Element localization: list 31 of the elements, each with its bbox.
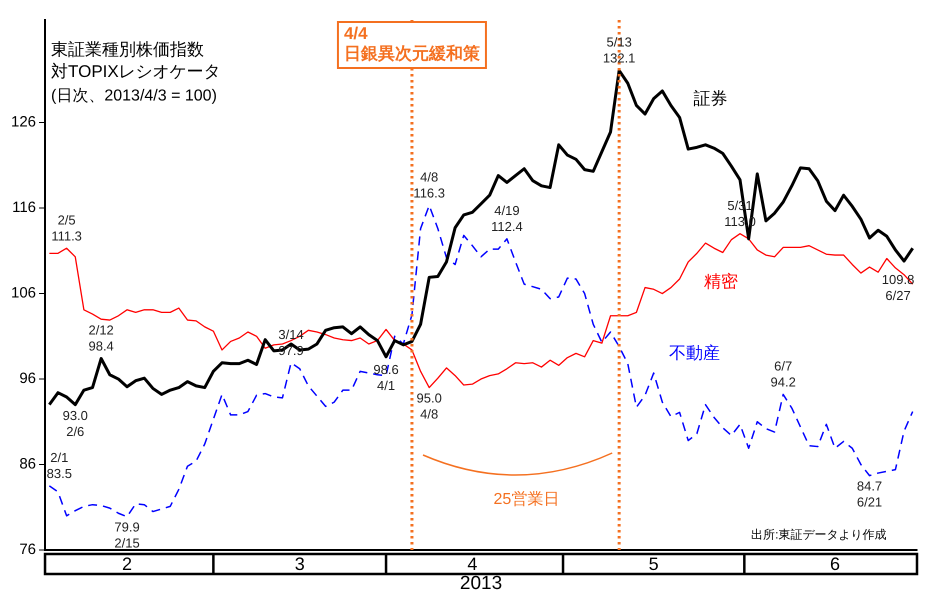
annotation: 出所:東証データより作成	[751, 527, 886, 542]
text: (日次、2013/4/3 = 100)	[51, 87, 217, 104]
x-tick-label: 4	[467, 554, 478, 574]
x-tick-label: 5	[648, 554, 659, 574]
y-tick-label: 126	[10, 114, 36, 131]
y-tick-label: 76	[19, 541, 36, 558]
x-axis-title: 2013	[460, 573, 502, 594]
x-tick-label: 2	[122, 554, 132, 574]
x-tick-label: 3	[294, 554, 305, 574]
series-label: 証券	[693, 89, 728, 108]
annotation: 79.9 2/15	[114, 520, 140, 551]
text: 4/4 日銀異次元緩和策	[344, 24, 480, 64]
series-label: 不動産	[669, 344, 720, 363]
annotation: 95.0 4/8	[416, 390, 442, 422]
annotation: 4/19 112.4	[491, 202, 523, 234]
annotation: 84.7 6/21	[856, 478, 882, 510]
annotation: 2/5 111.3	[51, 212, 82, 244]
x-tick-label: 6	[830, 554, 840, 574]
annotation: 5/13 132.1	[602, 34, 636, 66]
annotation: 2/1 83.5	[46, 450, 72, 481]
y-tick-label: 106	[10, 284, 36, 302]
y-tick-label: 86	[19, 456, 36, 473]
annotation: 25営業日	[493, 490, 560, 508]
annotation: 6/7 94.2	[770, 358, 796, 390]
y-tick-label: 116	[12, 199, 36, 216]
annotation: 93.0 2/6	[62, 408, 88, 439]
annotation: 2/12 98.4	[88, 322, 114, 354]
text: 東証業種別株価指数対TOPIXレシオケータ	[51, 40, 221, 82]
annotation: 4/8 116.3	[413, 170, 445, 201]
y-tick-label: 96	[19, 370, 36, 388]
series-label: 精密	[704, 272, 738, 292]
